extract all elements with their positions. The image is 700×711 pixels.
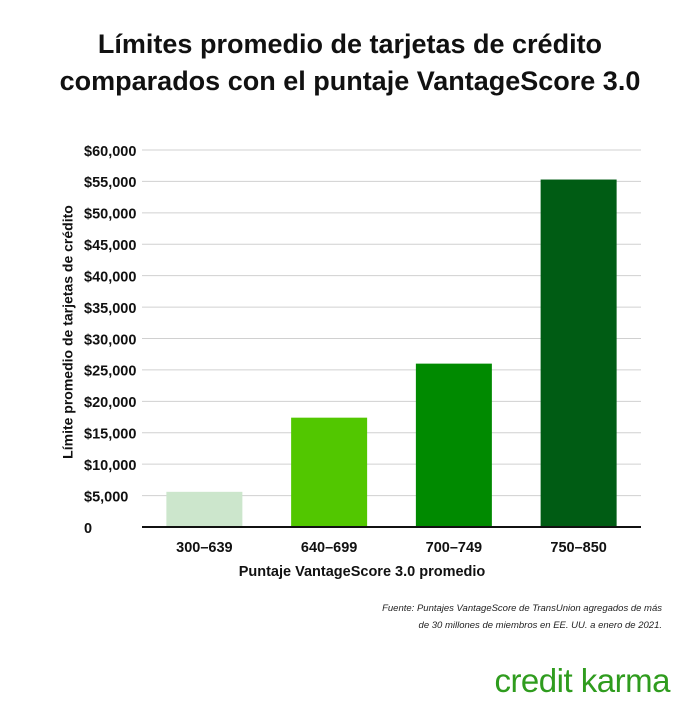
source-note: Fuente: Puntajes VantageScore de TransUn… (242, 600, 662, 634)
x-axis-label: Puntaje VantageScore 3.0 promedio (239, 564, 486, 580)
bar-3 (415, 363, 492, 527)
bar-4 (540, 179, 617, 527)
bar-2 (291, 417, 368, 527)
y-tick-label: $60,000 (84, 144, 136, 160)
credit-karma-logo: credit karma (494, 662, 670, 699)
y-tick-label: $30,000 (84, 332, 136, 348)
y-tick-label: 0 (84, 521, 92, 537)
chart-title: Límites promedio de tarjetas de crédito … (0, 26, 700, 100)
bar-1 (166, 491, 243, 527)
y-tick-label: $35,000 (84, 301, 136, 317)
bars (166, 179, 617, 527)
y-tick-label: $10,000 (84, 458, 136, 474)
y-tick-label: $20,000 (84, 395, 136, 411)
chart-title-line-1: Límites promedio de tarjetas de crédito (97, 29, 603, 59)
source-note-line-1: Fuente: Puntajes VantageScore de TransUn… (382, 603, 662, 614)
x-tick-label: 750–850 (550, 540, 606, 556)
chart-title-line-2: comparados con el puntaje VantageScore 3… (59, 66, 641, 96)
x-axis-tick-labels: 300–639 640–699 700–749 750–850 (176, 540, 607, 556)
y-tick-label: $55,000 (84, 175, 136, 191)
y-tick-label: $15,000 (84, 427, 136, 443)
y-tick-label: $25,000 (84, 364, 136, 380)
x-tick-label: 700–749 (426, 540, 482, 556)
y-tick-label: $50,000 (84, 207, 136, 223)
y-axis-tick-labels: 0 $5,000 $10,000 $15,000 $20,000 $25,000 $30,0… (84, 144, 136, 537)
y-tick-label: $40,000 (84, 269, 136, 285)
bar-chart: 0 $5,000 $10,000 $15,000 $20,000 $25,000 $30,0… (60, 144, 641, 580)
y-tick-label: $45,000 (84, 238, 136, 254)
y-axis-label: Límite promedio de tarjetas de crédito (60, 205, 76, 459)
x-tick-label: 300–639 (176, 540, 232, 556)
y-tick-label: $5,000 (84, 489, 128, 505)
source-note-line-2: de 30 millones de miembros en EE. UU. a … (418, 620, 662, 631)
x-tick-label: 640–699 (301, 540, 357, 556)
